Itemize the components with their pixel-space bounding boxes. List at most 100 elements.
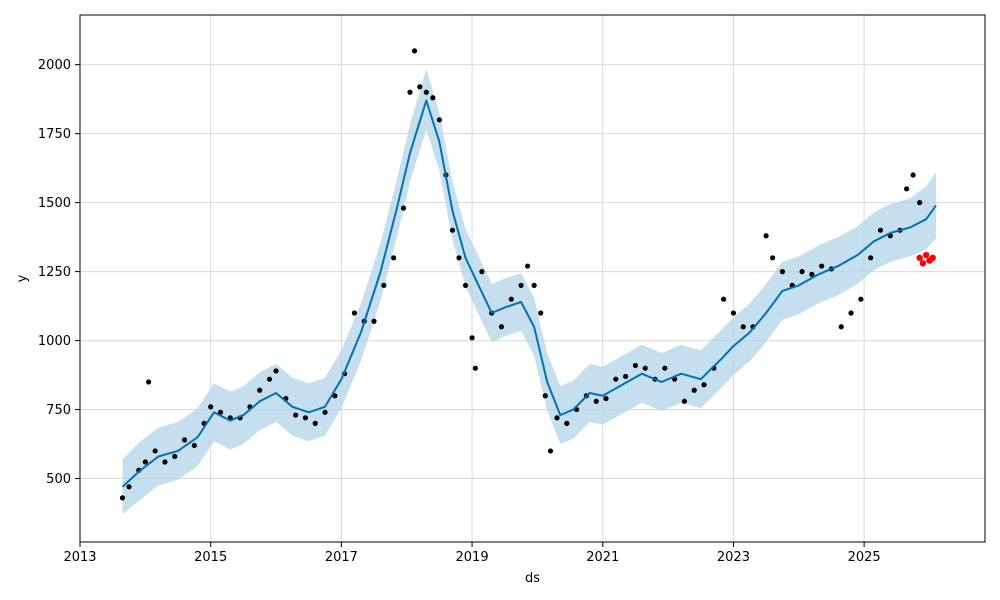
observed-points (119, 48, 923, 501)
recent-points (916, 251, 936, 267)
observed-point (162, 459, 168, 465)
y-axis-label: y (15, 274, 30, 282)
observed-point (126, 484, 132, 490)
x-tick-label: 2015 (194, 550, 227, 565)
observed-point (518, 282, 524, 288)
observed-point (371, 318, 377, 324)
x-axis-label: ds (525, 571, 540, 586)
observed-point (332, 393, 338, 399)
observed-point (172, 453, 178, 460)
observed-point (449, 227, 456, 233)
observed-point (469, 335, 475, 341)
observed-point (312, 420, 318, 426)
observed-point (524, 263, 531, 269)
observed-point (542, 393, 548, 399)
observed-point (848, 310, 854, 316)
observed-point (903, 186, 910, 192)
observed-point (430, 95, 436, 101)
uncertainty-interval (122, 68, 936, 515)
observed-point (273, 368, 279, 374)
grid (79, 15, 985, 542)
observed-point (877, 227, 884, 233)
observed-point (411, 48, 418, 54)
observed-point (302, 415, 309, 421)
y-tick-label: 1000 (38, 334, 71, 349)
y-tick-label: 1500 (38, 196, 71, 211)
x-tick-label: 2017 (325, 550, 358, 565)
observed-point (910, 172, 916, 178)
observed-point (838, 324, 844, 330)
observed-point (632, 362, 639, 369)
observed-point (142, 459, 148, 465)
x-tick-label: 2023 (717, 550, 750, 565)
observed-point (662, 365, 668, 371)
observed-point (322, 409, 328, 415)
observed-point (531, 282, 537, 288)
y-tick-label: 2000 (38, 58, 71, 73)
observed-point (858, 296, 864, 302)
recent-point (929, 254, 936, 262)
x-tick-label: 2025 (848, 550, 881, 565)
observed-point (564, 420, 570, 426)
observed-point (119, 495, 126, 501)
observed-point (547, 448, 554, 454)
x-axis-ticks: 2013 2015 2017 2019 2021 2023 2025 (63, 542, 881, 565)
observed-point (701, 382, 707, 388)
observed-point (603, 395, 609, 402)
observed-point (191, 442, 197, 449)
observed-point (681, 398, 688, 404)
observed-point (642, 365, 648, 371)
plot-frame (79, 14, 986, 543)
forecast-line (121, 99, 937, 488)
x-tick-label: 2019 (456, 550, 489, 565)
observed-point (391, 255, 397, 261)
recent-point (922, 251, 930, 259)
observed-point (623, 373, 629, 380)
observed-point (407, 89, 413, 95)
observed-point (217, 409, 224, 415)
y-tick-label: 500 (46, 472, 71, 487)
observed-point (613, 376, 619, 382)
observed-point (456, 255, 462, 261)
observed-point (538, 310, 544, 316)
observed-point (508, 296, 514, 302)
observed-point (351, 310, 358, 316)
observed-point (462, 282, 469, 288)
y-tick-label: 750 (46, 403, 71, 418)
observed-point (293, 412, 299, 418)
observed-point (770, 255, 776, 261)
observed-point (763, 233, 769, 239)
y-axis-ticks: 500 750 1000 1250 1500 1750 2000 (38, 58, 80, 487)
observed-point (779, 269, 786, 275)
y-tick-label: 1750 (38, 127, 71, 142)
observed-point (266, 376, 273, 382)
observed-point (819, 263, 825, 269)
observed-point (417, 84, 423, 90)
observed-point (554, 415, 560, 421)
observed-point (868, 255, 874, 261)
observed-point (809, 271, 815, 277)
observed-point (799, 269, 805, 275)
recent-point (919, 260, 927, 267)
observed-point (257, 387, 263, 393)
observed-point (730, 310, 737, 316)
observed-point (721, 296, 727, 302)
observed-point (691, 387, 697, 393)
observed-point (472, 365, 478, 371)
observed-point (917, 200, 923, 206)
recent-point (916, 254, 923, 262)
observed-point (423, 89, 429, 95)
observed-point (400, 205, 407, 211)
y-tick-label: 1250 (38, 265, 71, 280)
observed-point (436, 117, 442, 123)
x-tick-label: 2013 (63, 550, 96, 565)
observed-point (208, 404, 214, 410)
observed-point (146, 379, 152, 385)
observed-point (181, 437, 188, 443)
observed-point (593, 398, 599, 404)
observed-point (498, 324, 505, 330)
observed-point (740, 324, 746, 330)
x-tick-label: 2021 (586, 550, 619, 565)
observed-point (479, 269, 485, 275)
